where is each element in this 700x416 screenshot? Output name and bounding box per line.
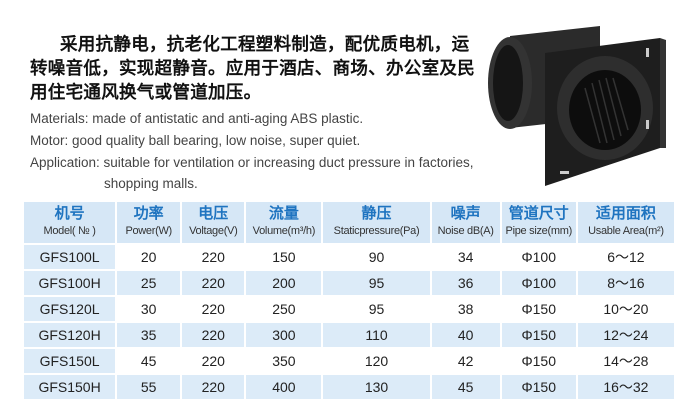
header-en: Pipe size(mm)	[505, 225, 573, 237]
cell-pipe-size: Φ150	[501, 349, 576, 373]
header-cn: 适用面积	[595, 204, 656, 222]
header-static-pressure: 静压 Staticpressure(Pa)	[323, 202, 430, 243]
cell-static-pressure: 95	[323, 297, 430, 321]
cell-volume: 150	[246, 245, 322, 269]
header-model: 机号 Model( № )	[24, 202, 116, 243]
header-voltage: 电压 Voltage(V)	[182, 202, 245, 243]
cell-noise: 40	[431, 323, 500, 347]
cell-model: GFS100H	[24, 271, 116, 295]
cell-volume: 250	[246, 297, 322, 321]
header-cn: 功率	[133, 204, 164, 222]
cell-noise: 34	[431, 245, 500, 269]
cell-model: GFS120H	[24, 323, 116, 347]
header-cn: 电压	[198, 204, 229, 222]
table-row: GFS150L 45 220 350 120 42 Φ150 14～28	[24, 349, 674, 373]
header-cn: 流量	[268, 204, 299, 222]
cell-noise: 36	[431, 271, 500, 295]
cell-pipe-size: Φ150	[501, 375, 576, 399]
cell-model: GFS120L	[24, 297, 116, 321]
header-en: Model( № )	[43, 225, 96, 237]
cell-power: 20	[117, 245, 181, 269]
cell-pipe-size: Φ150	[501, 323, 576, 347]
cell-power: 25	[117, 271, 181, 295]
cell-voltage: 220	[182, 323, 245, 347]
cell-power: 35	[117, 323, 181, 347]
header-en: Power(W)	[125, 225, 172, 237]
header-cn: 管道尺寸	[508, 204, 569, 222]
cell-usable-area: 12～24	[577, 323, 674, 347]
table-row: GFS100L 20 220 150 90 34 Φ100 6～12	[24, 245, 674, 269]
cell-usable-area: 16～32	[577, 375, 674, 399]
header-en: Usable Area(m²)	[588, 225, 664, 237]
cell-volume: 200	[246, 271, 322, 295]
header-en: Noise dB(A)	[437, 225, 494, 237]
table-row: GFS100H 25 220 200 95 36 Φ100 8～16	[24, 271, 674, 295]
cell-volume: 350	[246, 349, 322, 373]
header-cn: 机号	[54, 204, 85, 222]
header-en: Staticpressure(Pa)	[333, 225, 420, 237]
cell-static-pressure: 110	[323, 323, 430, 347]
feature-materials: Materials: made of antistatic and anti-a…	[30, 111, 364, 126]
cell-voltage: 220	[182, 297, 245, 321]
cell-model: GFS150L	[24, 349, 116, 373]
cell-power: 55	[117, 375, 181, 399]
cell-pipe-size: Φ100	[501, 271, 576, 295]
header-en: Volume(m³/h)	[252, 225, 316, 237]
cell-model: GFS100L	[24, 245, 116, 269]
table-row: GFS120L 30 220 250 95 38 Φ150 10～20	[24, 297, 674, 321]
cell-noise: 38	[431, 297, 500, 321]
header-en: Voltage(V)	[189, 225, 238, 237]
header-cn: 噪声	[450, 204, 481, 222]
cell-power: 45	[117, 349, 181, 373]
cell-voltage: 220	[182, 349, 245, 373]
header-cn: 静压	[361, 204, 392, 222]
header-pipe-size: 管道尺寸 Pipe size(mm)	[501, 202, 576, 243]
cell-voltage: 220	[182, 245, 245, 269]
cell-static-pressure: 130	[323, 375, 430, 399]
header-noise: 噪声 Noise dB(A)	[431, 202, 500, 243]
cell-voltage: 220	[182, 271, 245, 295]
table-row: GFS150H 55 220 400 130 45 Φ150 16～32	[24, 375, 674, 399]
table-header-row: 机号 Model( № ) 功率 Power(W) 电压 Voltage(V) 流量 V…	[24, 202, 674, 243]
cell-volume: 400	[246, 375, 322, 399]
cell-model: GFS150H	[24, 375, 116, 399]
feature-application: Application: suitable for ventilation or…	[30, 155, 474, 170]
header-volume: 流量 Volume(m³/h)	[246, 202, 322, 243]
feature-application-cont: shopping malls.	[104, 176, 198, 191]
spec-table: 机号 Model( № ) 功率 Power(W) 电压 Voltage(V) 流量 V…	[22, 200, 676, 401]
cell-usable-area: 8～16	[577, 271, 674, 295]
cell-usable-area: 10～20	[577, 297, 674, 321]
intro-text: 采用抗静电，抗老化工程塑料制造，配优质电机，运转噪音低，实现超静音。应用于酒店、…	[30, 35, 475, 103]
cell-volume: 300	[246, 323, 322, 347]
cell-noise: 45	[431, 375, 500, 399]
cell-pipe-size: Φ100	[501, 245, 576, 269]
cell-usable-area: 6～12	[577, 245, 674, 269]
cell-pipe-size: Φ150	[501, 297, 576, 321]
cell-static-pressure: 95	[323, 271, 430, 295]
cell-usable-area: 14～28	[577, 349, 674, 373]
intro-chinese: 采用抗静电，抗老化工程塑料制造，配优质电机，运转噪音低，实现超静音。应用于酒店、…	[30, 33, 480, 105]
cell-static-pressure: 120	[323, 349, 430, 373]
cell-voltage: 220	[182, 375, 245, 399]
cell-noise: 42	[431, 349, 500, 373]
cell-static-pressure: 90	[323, 245, 430, 269]
table-row: GFS120H 35 220 300 110 40 Φ150 12～24	[24, 323, 674, 347]
feature-motor: Motor: good quality ball bearing, low no…	[30, 133, 361, 148]
header-usable-area: 适用面积 Usable Area(m²)	[577, 202, 674, 243]
product-image	[488, 26, 666, 186]
header-power: 功率 Power(W)	[117, 202, 181, 243]
cell-power: 30	[117, 297, 181, 321]
